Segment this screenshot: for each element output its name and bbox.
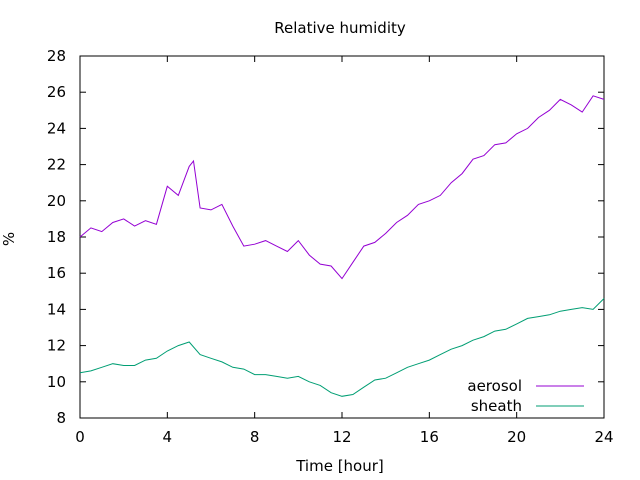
legend-label-sheath: sheath [471,397,522,415]
legend-label-aerosol: aerosol [467,377,522,395]
x-tick-label: 4 [163,428,173,446]
x-tick-label: 16 [420,428,439,446]
legend: aerosol sheath [467,377,584,415]
y-tick-label: 20 [47,192,66,210]
series-line-sheath [79,298,605,397]
x-tick-label: 8 [250,428,260,446]
x-tick-label: 24 [594,428,613,446]
y-tick-label: 26 [47,83,66,101]
series-line-aerosol [79,95,605,280]
y-tick-label: 28 [47,47,66,65]
y-axis-label: % [0,232,18,246]
y-tick-label: 24 [47,119,66,137]
y-tick-label: 10 [47,373,66,391]
y-tick-label: 14 [47,300,66,318]
axis-ticks: 0 4 8 12 16 20 24 8 10 12 14 16 18 20 22 24 26 28 [47,47,614,446]
y-tick-label: 12 [47,337,66,355]
y-tick-label: 16 [47,264,66,282]
x-tick-label: 20 [507,428,526,446]
chart-title: Relative humidity [274,19,406,37]
y-tick-label: 18 [47,228,66,246]
x-tick-label: 0 [75,428,85,446]
x-axis-label: Time [hour] [295,457,384,475]
x-tick-label: 12 [332,428,351,446]
plot-frame [79,55,605,419]
series-layer [79,95,605,397]
y-tick-label: 22 [47,156,66,174]
y-tick-label: 8 [56,409,66,427]
